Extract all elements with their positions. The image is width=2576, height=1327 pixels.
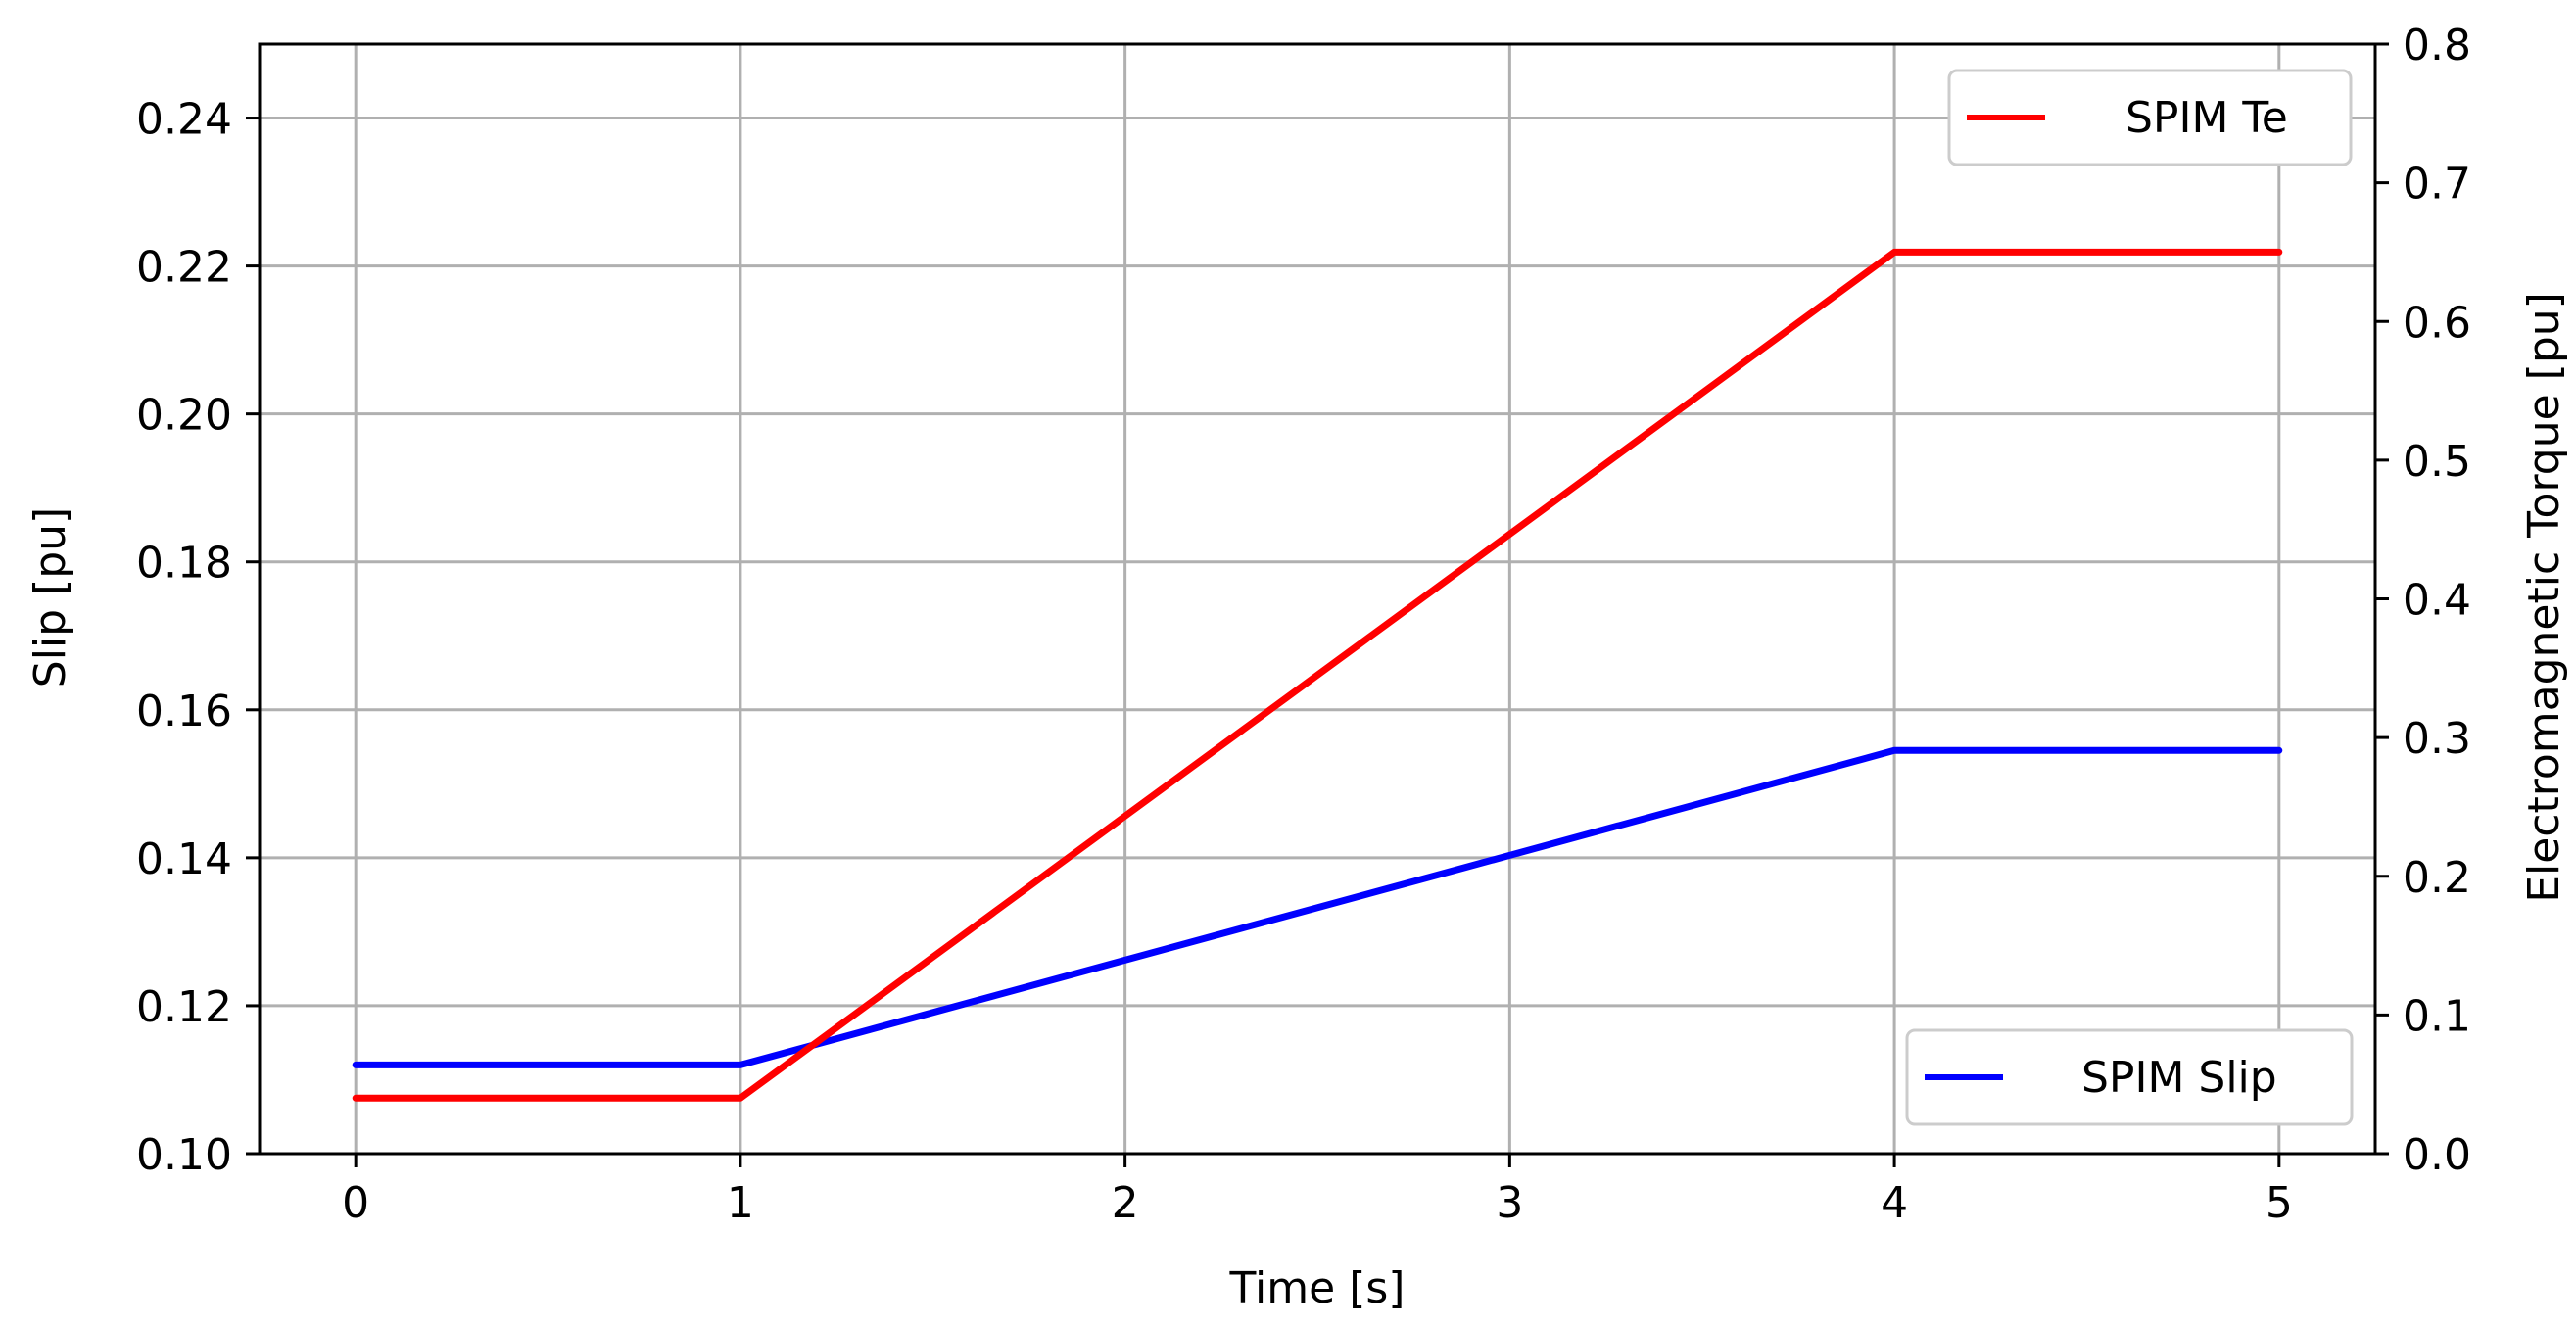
right-y-tick-label: 0.6 [2403, 298, 2471, 348]
right-y-tick-label: 0.3 [2403, 714, 2471, 764]
axes-layer [258, 42, 2377, 1156]
x-tick-label: 4 [1881, 1178, 1908, 1228]
right-y-tick-label: 0.5 [2403, 437, 2471, 487]
x-axis-title: Time [s] [1229, 1263, 1406, 1313]
left-y-tick-label: 0.10 [136, 1130, 232, 1180]
series-layer [352, 248, 2283, 1102]
legend-slip: SPIM Slip [1905, 1028, 2354, 1126]
right-y-tick-label: 0.8 [2403, 21, 2471, 71]
left-y-tick-label: 0.20 [136, 391, 232, 441]
ticks-layer: 0 1 2 3 4 5 0.10 0.12 0.14 0.16 0.18 0.20 0.22 0.24 0.… [136, 21, 2471, 1228]
slip-line [352, 746, 2283, 1068]
left-y-tick-label: 0.24 [136, 95, 232, 145]
left-y-tick-label: 0.12 [136, 982, 232, 1032]
right-y-tick-label: 0.4 [2403, 576, 2471, 626]
right-y-tick-label: 0.0 [2403, 1130, 2471, 1180]
legend-torque: SPIM Te [1947, 69, 2353, 166]
legend-torque-box [1947, 69, 2353, 166]
right-y-tick-label: 0.1 [2403, 991, 2471, 1041]
x-tick-label: 2 [1112, 1178, 1139, 1228]
grid-layer [260, 44, 2375, 1156]
right-y-tick-label: 0.2 [2403, 853, 2471, 903]
right-y-tick-label: 0.7 [2403, 160, 2471, 210]
left-y-tick-label: 0.22 [136, 243, 232, 293]
plot-frame [258, 42, 2377, 1156]
x-tick-label: 0 [342, 1178, 369, 1228]
legend-slip-label: SPIM Slip [2081, 1053, 2277, 1103]
left-y-axis-title: Slip [pu] [25, 507, 75, 687]
x-tick-label: 5 [2266, 1178, 2293, 1228]
torque-line [352, 248, 2283, 1102]
x-tick-label: 3 [1496, 1178, 1523, 1228]
right-y-axis-title: Electromagnetic Torque [pu] [2519, 292, 2569, 903]
left-y-tick-label: 0.16 [136, 687, 232, 736]
legend-torque-label: SPIM Te [2125, 93, 2288, 143]
x-tick-label: 1 [727, 1178, 754, 1228]
legend-slip-box [1905, 1028, 2354, 1126]
left-y-tick-label: 0.14 [136, 834, 232, 884]
left-y-tick-label: 0.18 [136, 539, 232, 589]
